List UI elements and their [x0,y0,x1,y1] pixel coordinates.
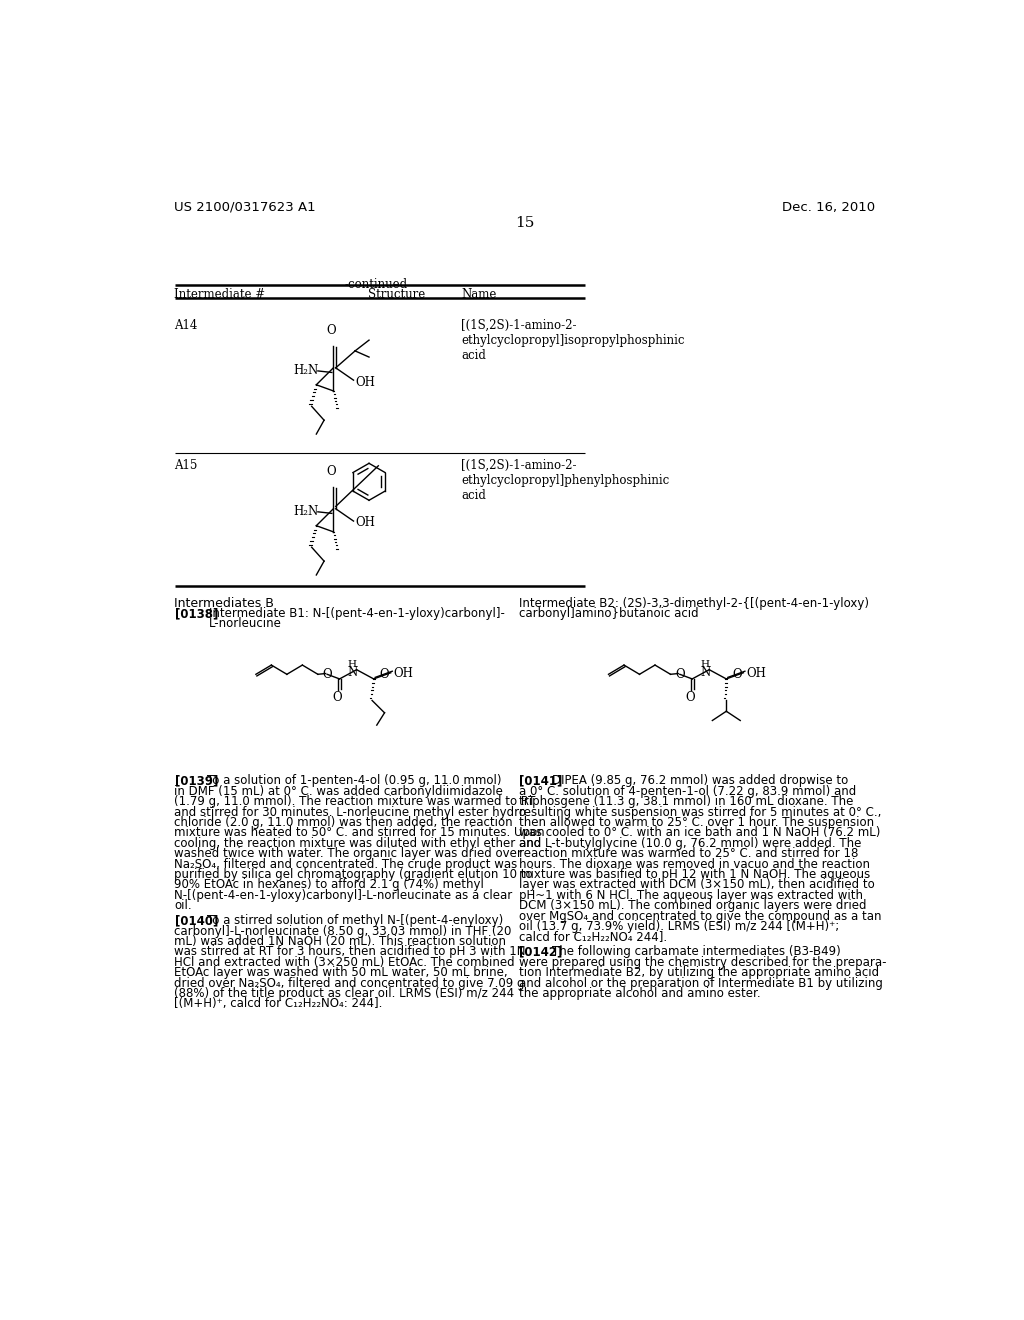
Text: [0140]: [0140] [174,915,218,927]
Text: O: O [732,668,742,681]
Text: DIPEA (9.85 g, 76.2 mmol) was added dropwise to: DIPEA (9.85 g, 76.2 mmol) was added drop… [552,775,848,788]
Text: To a solution of 1-penten-4-ol (0.95 g, 11.0 mmol): To a solution of 1-penten-4-ol (0.95 g, … [207,775,502,788]
Text: 15: 15 [515,216,535,230]
Text: [(1S,2S)-1-amino-2-
ethylcyclopropyl]phenylphosphinic
acid: [(1S,2S)-1-amino-2- ethylcyclopropyl]phe… [461,459,670,502]
Text: then allowed to warm to 25° C. over 1 hour. The suspension: then allowed to warm to 25° C. over 1 ho… [519,816,874,829]
Text: A14: A14 [174,318,198,331]
Text: [(1S,2S)-1-amino-2-
ethylcyclopropyl]isopropylphosphinic
acid: [(1S,2S)-1-amino-2- ethylcyclopropyl]iso… [461,318,685,362]
Text: Intermediate #: Intermediate # [174,288,265,301]
Text: Na₂SO₄, filtered and concentrated. The crude product was: Na₂SO₄, filtered and concentrated. The c… [174,858,518,871]
Text: hours. The dioxane was removed in vacuo and the reaction: hours. The dioxane was removed in vacuo … [519,858,870,871]
Text: oil.: oil. [174,899,193,912]
Text: US 2100/0317623 A1: US 2100/0317623 A1 [174,201,316,214]
Text: triphosgene (11.3 g, 38.1 mmol) in 160 mL dioxane. The: triphosgene (11.3 g, 38.1 mmol) in 160 m… [519,795,854,808]
Text: pH~1 with 6 N HCl. The aqueous layer was extracted with: pH~1 with 6 N HCl. The aqueous layer was… [519,888,863,902]
Text: carbonyl]amino}butanoic acid: carbonyl]amino}butanoic acid [519,607,699,620]
Text: OH: OH [355,376,375,388]
Text: O: O [327,323,336,337]
Text: Intermediate B2: (2S)-3,3-dimethyl-2-{[(pent-4-en-1-yloxy): Intermediate B2: (2S)-3,3-dimethyl-2-{[(… [519,597,869,610]
Text: A15: A15 [174,459,198,471]
Text: and alcohol or the preparation of Intermediate B1 by utilizing: and alcohol or the preparation of Interm… [519,977,884,990]
Text: the appropriate alcohol and amino ester.: the appropriate alcohol and amino ester. [519,987,761,1001]
Text: [0142]: [0142] [519,945,563,958]
Text: [0141]: [0141] [519,775,563,788]
Text: Dec. 16, 2010: Dec. 16, 2010 [782,201,876,214]
Text: tion Intermediate B2, by utilizing the appropriate amino acid: tion Intermediate B2, by utilizing the a… [519,966,880,979]
Text: reaction mixture was warmed to 25° C. and stirred for 18: reaction mixture was warmed to 25° C. an… [519,847,859,861]
Text: resulting white suspension was stirred for 5 minutes at 0° C.,: resulting white suspension was stirred f… [519,805,882,818]
Text: a 0° C. solution of 4-penten-1-ol (7.22 g, 83.9 mmol) and: a 0° C. solution of 4-penten-1-ol (7.22 … [519,785,857,797]
Text: purified by silica gel chromatography (gradient elution 10 to: purified by silica gel chromatography (g… [174,869,534,880]
Text: over MgSO₄ and concentrated to give the compound as a tan: over MgSO₄ and concentrated to give the … [519,909,882,923]
Text: N: N [700,665,711,678]
Text: O: O [685,692,694,705]
Text: were prepared using the chemistry described for the prepara-: were prepared using the chemistry descri… [519,956,887,969]
Text: H: H [347,660,356,669]
Text: carbonyl]-L-norleucinate (8.50 g, 33.03 mmol) in THF (20: carbonyl]-L-norleucinate (8.50 g, 33.03 … [174,924,512,937]
Text: mL) was added 1N NaOH (20 mL). This reaction solution: mL) was added 1N NaOH (20 mL). This reac… [174,935,507,948]
Text: OH: OH [355,516,375,529]
Text: N-[(pent-4-en-1-yloxy)carbonyl]-L-norleucinate as a clear: N-[(pent-4-en-1-yloxy)carbonyl]-L-norleu… [174,888,513,902]
Text: Intermediates B: Intermediates B [174,597,274,610]
Text: EtOAc layer was washed with 50 mL water, 50 mL brine,: EtOAc layer was washed with 50 mL water,… [174,966,508,979]
Text: in DMF (15 mL) at 0° C. was added carbonyldiimidazole: in DMF (15 mL) at 0° C. was added carbon… [174,785,504,797]
Text: H₂N: H₂N [293,506,318,517]
Text: Intermediate B1: N-[(pent-4-en-1-yloxy)carbonyl]-: Intermediate B1: N-[(pent-4-en-1-yloxy)c… [209,607,505,620]
Text: The following carbamate intermediates (B3-B49): The following carbamate intermediates (B… [552,945,841,958]
Text: (1.79 g, 11.0 mmol). The reaction mixture was warmed to RT: (1.79 g, 11.0 mmol). The reaction mixtur… [174,795,536,808]
Text: 90% EtOAc in hexanes) to afford 2.1 g (74%) methyl: 90% EtOAc in hexanes) to afford 2.1 g (7… [174,878,484,891]
Text: was stirred at RT for 3 hours, then acidified to pH 3 with 1N: was stirred at RT for 3 hours, then acid… [174,945,526,958]
Text: mixture was heated to 50° C. and stirred for 15 minutes. Upon: mixture was heated to 50° C. and stirred… [174,826,545,840]
Text: [0138]: [0138] [174,607,218,620]
Text: Name: Name [461,288,497,301]
Text: and stirred for 30 minutes. L-norleucine methyl ester hydro-: and stirred for 30 minutes. L-norleucine… [174,805,531,818]
Text: oil (13.7 g, 73.9% yield). LRMS (ESI) m/z 244 [(M+H)⁺;: oil (13.7 g, 73.9% yield). LRMS (ESI) m/… [519,920,840,933]
Text: calcd for C₁₂H₂₂NO₄ 244].: calcd for C₁₂H₂₂NO₄ 244]. [519,931,668,944]
Text: and L-t-butylglycine (10.0 g, 76.2 mmol) were added. The: and L-t-butylglycine (10.0 g, 76.2 mmol)… [519,837,862,850]
Text: cooling, the reaction mixture was diluted with ethyl ether and: cooling, the reaction mixture was dilute… [174,837,542,850]
Text: washed twice with water. The organic layer was dried over: washed twice with water. The organic lay… [174,847,522,861]
Text: (88%) of the title product as clear oil. LRMS (ESI) m/z 244: (88%) of the title product as clear oil.… [174,987,515,1001]
Text: O: O [327,465,336,478]
Text: O: O [675,668,685,681]
Text: H: H [700,660,709,669]
Text: H₂N: H₂N [293,364,318,378]
Text: L-norleucine: L-norleucine [209,618,283,631]
Text: [(M+H)⁺, calcd for C₁₂H₂₂NO₄: 244].: [(M+H)⁺, calcd for C₁₂H₂₂NO₄: 244]. [174,998,383,1010]
Text: mixture was basified to pH 12 with 1 N NaOH. The aqueous: mixture was basified to pH 12 with 1 N N… [519,869,870,880]
Text: OH: OH [394,667,414,680]
Text: chloride (2.0 g, 11.0 mmol) was then added, the reaction: chloride (2.0 g, 11.0 mmol) was then add… [174,816,513,829]
Text: OH: OH [746,667,766,680]
Text: O: O [380,668,389,681]
Text: dried over Na₂SO₄, filtered and concentrated to give 7.09 g: dried over Na₂SO₄, filtered and concentr… [174,977,525,990]
Text: N: N [347,665,357,678]
Text: [0139]: [0139] [174,775,218,788]
Text: was cooled to 0° C. with an ice bath and 1 N NaOH (76.2 mL): was cooled to 0° C. with an ice bath and… [519,826,881,840]
Text: -continued: -continued [344,277,408,290]
Text: DCM (3×150 mL). The combined organic layers were dried: DCM (3×150 mL). The combined organic lay… [519,899,867,912]
Text: O: O [323,668,332,681]
Text: HCl and extracted with (3×250 mL) EtOAc. The combined: HCl and extracted with (3×250 mL) EtOAc.… [174,956,515,969]
Text: layer was extracted with DCM (3×150 mL), then acidified to: layer was extracted with DCM (3×150 mL),… [519,878,876,891]
Text: O: O [333,692,342,705]
Text: Structure: Structure [369,288,426,301]
Text: To a stirred solution of methyl N-[(pent-4-enyloxy): To a stirred solution of methyl N-[(pent… [207,915,504,927]
